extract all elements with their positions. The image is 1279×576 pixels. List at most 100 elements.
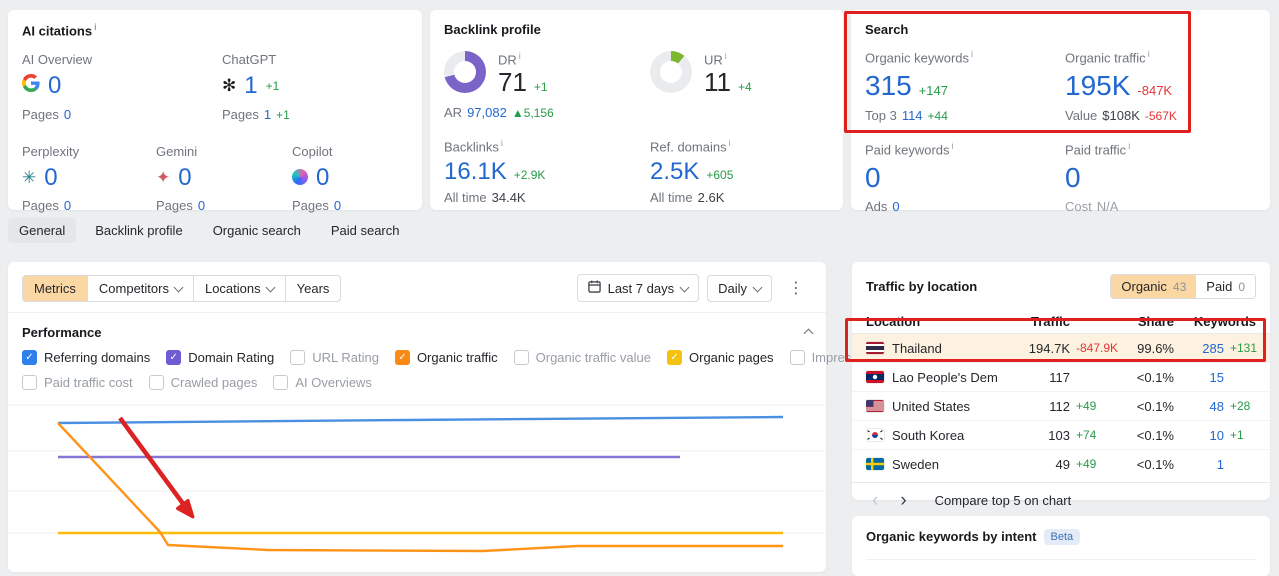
organic-keywords-delta: +147 [918,83,949,99]
locations-button[interactable]: Locations [192,275,285,301]
checkbox-crawled-pages[interactable]: Crawled pages [148,375,257,390]
more-options-button[interactable]: ⋮ [788,280,804,297]
refdomains-delta: +605 [706,167,734,182]
checkbox-organic-traffic-value[interactable]: Organic traffic value [513,350,651,365]
alltime-label: All time [444,190,487,206]
info-icon[interactable]: i [724,51,727,61]
ar-value[interactable]: 97,082 [467,104,507,120]
backlinks-metric: Backlinks i 16.1K +2.9K All time 34.4K [444,138,650,206]
ads-value[interactable]: 0 [892,199,900,215]
checkbox-box [22,350,37,365]
ar-label: AR [444,104,463,120]
value-amount: $108K [1102,107,1140,123]
chatgpt-icon: ✻ [222,76,237,96]
info-icon[interactable]: i [94,22,97,32]
pages-label: Pages [156,197,193,213]
performance-line-chart[interactable] [8,380,826,572]
metric-value[interactable]: 0 [178,163,192,191]
keywords-link[interactable]: 10 [1209,427,1224,443]
laos-flag-icon [866,370,885,384]
metric-label: AI Overview [22,52,93,68]
pages-value[interactable]: 1 [263,106,272,122]
gemini-icon: ✦ [156,167,171,187]
metric-label: Perplexity [22,143,80,159]
keywords-link[interactable]: 1 [1216,456,1224,472]
organic-traffic-delta: -847K [1137,83,1173,99]
collapse-chevron-icon[interactable] [803,328,814,339]
checkbox-referring-domains[interactable]: Referring domains [22,350,150,365]
search-card: Search Organic keywords i 315 +147 Top 3 11… [851,10,1270,214]
next-page-button[interactable]: › [900,490,907,511]
checkbox-domain-rating[interactable]: Domain Rating [166,350,274,365]
checkbox-box [513,350,529,365]
tab-organic-search[interactable]: Organic search [212,223,301,238]
dr-block: DR i 71 +1 [444,51,650,97]
prev-page-button[interactable]: ‹ [872,490,879,511]
location-table: Location Traffic Share Keywords Thailand… [852,309,1270,478]
top3-value[interactable]: 114 [901,107,923,123]
organic-traffic-value[interactable]: 195K [1065,70,1131,102]
info-icon[interactable]: i [500,137,503,148]
pages-value[interactable]: 0 [63,106,72,122]
backlinks-label: Backlinks [444,138,499,154]
granularity-button[interactable]: Daily [707,274,772,302]
refdomains-value[interactable]: 2.5K [650,157,700,185]
ai-citations-title: AI citations i [22,22,97,39]
pages-value[interactable]: 0 [63,197,72,213]
keywords-link[interactable]: 15 [1209,369,1224,385]
info-icon[interactable]: i [1128,140,1131,151]
top3-label: Top 3 [865,107,897,123]
checkbox-box [667,350,682,365]
paid-traffic-value[interactable]: 0 [1065,162,1081,194]
metrics-button[interactable]: Metrics [23,275,87,301]
date-range-button[interactable]: Last 7 days [576,274,700,302]
metric-label: Copilot [292,143,333,159]
metric-value[interactable]: 0 [48,72,62,100]
pages-value[interactable]: 0 [333,197,342,213]
tab-paid-search[interactable]: Paid search [330,223,400,238]
pages-label: Pages [22,197,59,213]
metric-label: Organic keywords [865,50,970,66]
compare-top5-link[interactable]: Compare top 5 on chart [934,493,1072,508]
info-icon[interactable]: i [518,51,521,61]
checkbox-organic-traffic[interactable]: Organic traffic [394,350,498,365]
metric-delta: +1 [265,78,280,93]
info-icon[interactable]: i [1147,49,1150,59]
info-icon[interactable]: i [971,49,974,59]
tab-backlink-profile[interactable]: Backlink profile [95,223,183,238]
metric-value[interactable]: 0 [44,163,58,191]
metric-label: ChatGPT [222,52,277,68]
paid-toggle[interactable]: Paid 0 [1196,275,1255,298]
organic-keywords-value[interactable]: 315 [865,70,912,102]
checkbox-organic-pages[interactable]: Organic pages [667,350,774,365]
checkbox-paid-traffic-cost[interactable]: Paid traffic cost [22,375,133,390]
paid-keywords-value[interactable]: 0 [865,162,881,194]
tab-general[interactable]: General [8,218,77,243]
checkbox-ai-overviews[interactable]: AI Overviews [273,375,372,390]
checkbox-url-rating[interactable]: URL Rating [290,350,379,365]
ai-citations-card: AI citations i AI Overview 0 Pages 0 ChatG… [8,10,422,213]
ur-donut-chart [650,51,692,93]
organic-toggle[interactable]: Organic 43 [1111,275,1197,298]
ur-delta: +4 [738,80,752,95]
table-row-south-korea: South Korea 103 +74 <0.1% 10 +1 [852,420,1270,449]
south-korea-flag-icon [866,428,885,442]
refdomains-label: Ref. domains [650,138,727,154]
info-icon[interactable]: i [951,140,954,151]
checkbox-box [22,375,37,390]
info-icon[interactable]: i [728,137,731,148]
pages-delta: +1 [276,107,290,122]
pages-label: Pages [22,106,59,122]
keywords-link[interactable]: 285 [1202,340,1224,356]
metric-value[interactable]: 1 [244,72,258,100]
backlinks-value[interactable]: 16.1K [444,157,507,185]
chart-line-organic-traffic [57,422,783,553]
years-button[interactable]: Years [284,275,341,301]
backlink-profile-card: Backlink profile DR i 71 +1 UR i 11 [430,10,843,210]
competitors-button[interactable]: Competitors [86,275,193,301]
keywords-link[interactable]: 48 [1209,398,1224,414]
top3-delta: +44 [927,108,948,123]
traffic-by-location-card: Traffic by location Organic 43 Paid 0 Loca… [852,262,1270,510]
metric-value[interactable]: 0 [316,163,330,191]
pages-value[interactable]: 0 [197,197,206,213]
